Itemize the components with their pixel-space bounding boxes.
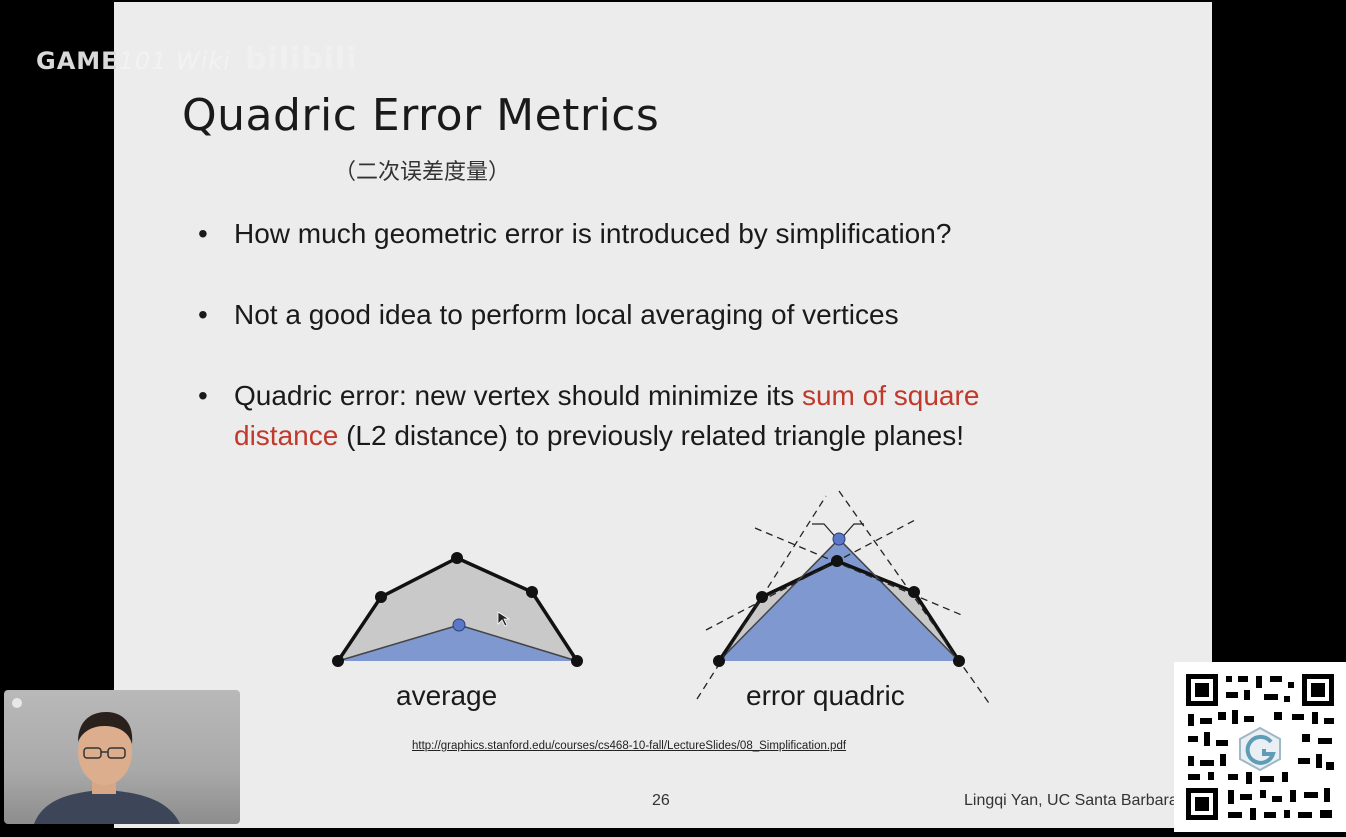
bullet-dot: • — [198, 218, 208, 249]
plane-line — [754, 527, 965, 617]
highlight-sum-of-square: sum of square — [801, 380, 980, 411]
vertex — [571, 655, 583, 667]
label-error-quadric: error quadric — [746, 680, 905, 711]
vertex — [526, 586, 538, 598]
vertex — [451, 552, 463, 564]
bilibili-watermark: bilibili — [244, 42, 358, 77]
average-gray-region — [338, 558, 577, 661]
watermark-text: GAME — [36, 47, 119, 75]
page-number: 26 — [652, 792, 670, 809]
average-blue-region — [338, 625, 577, 661]
slide-title: Quadric Error Metrics — [182, 90, 660, 141]
watermark-ghost: 101 Wiki — [118, 47, 231, 75]
bullet-text: How much geometric error is introduced b… — [234, 218, 952, 249]
channel-watermark: GAME101 Wiki bilibili — [36, 42, 358, 77]
average-figure — [332, 552, 583, 667]
qr-code-graphic — [1174, 662, 1346, 832]
label-average: average — [396, 680, 498, 711]
slide-subtitle: （二次误差度量） — [334, 160, 511, 185]
reference-link[interactable]: http://graphics.stanford.edu/courses/cs4… — [412, 740, 847, 752]
quadric-blue-region — [719, 539, 959, 661]
bullet-text: Not a good idea to perform local averagi… — [234, 299, 899, 330]
bullet-dot: • — [198, 299, 208, 330]
bullet-text-post: (L2 distance) to previously related tria… — [338, 420, 964, 451]
figure-diagrams — [332, 490, 992, 707]
webcam-indicator — [12, 698, 22, 708]
mouse-cursor-icon — [497, 611, 511, 627]
presenter-avatar — [34, 712, 180, 824]
vertex — [756, 591, 768, 603]
averaged-vertex — [452, 618, 466, 632]
vertex — [908, 586, 920, 598]
author-credit: Lingqi Yan, UC Santa Barbara — [964, 792, 1178, 809]
plane-line — [705, 518, 918, 631]
optimal-vertex — [832, 532, 846, 546]
vertex — [332, 655, 344, 667]
bullet-text-pre: Quadric error: new vertex should minimiz… — [234, 380, 802, 411]
vertex — [953, 655, 965, 667]
vertex — [375, 591, 387, 603]
qr-code-icon — [1174, 662, 1346, 832]
slide: Quadric Error Metrics （二次误差度量） • How muc… — [114, 2, 1212, 828]
plane-line — [838, 490, 992, 707]
highlight-distance: distance — [234, 420, 339, 451]
bullet-dot: • — [198, 380, 208, 411]
vertex — [713, 655, 725, 667]
bullet-text: Quadric error: new vertex should minimiz… — [234, 376, 1134, 456]
presenter-webcam — [4, 690, 240, 824]
error-quadric-figure — [696, 490, 992, 707]
vertex — [831, 555, 843, 567]
